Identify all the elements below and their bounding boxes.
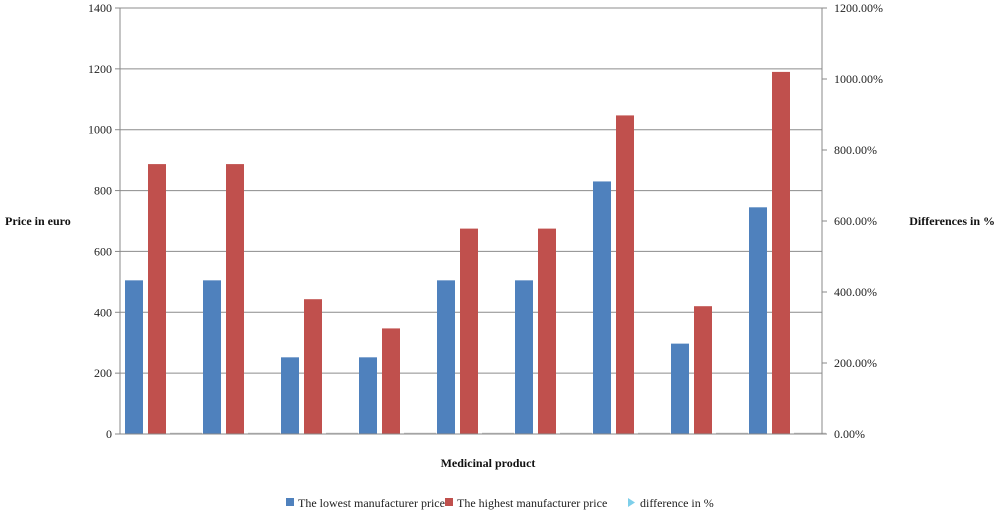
y-axis-title: Price in euro [5, 214, 71, 228]
bar-highest-price [382, 328, 400, 434]
bar-highest-price [616, 115, 634, 435]
bar-highest-price [226, 164, 244, 434]
x-axis-title: Medicinal product [441, 456, 536, 470]
legend: The lowest manufacturer price The highest… [286, 496, 714, 510]
left-tick-label: 1000 [88, 123, 112, 137]
right-tick-label: 1200.00% [834, 1, 883, 15]
legend-label: The lowest manufacturer price [298, 496, 445, 510]
left-tick-labels: 0 200 400 600 800 1000 1200 1400 [88, 1, 120, 441]
left-tick-label: 600 [94, 244, 112, 258]
right-tick-labels: 0.00% 200.00% 400.00% 600.00% 800.00% 1000.00… [822, 1, 883, 441]
right-tick-label: 0.00% [834, 427, 865, 441]
legend-swatch [445, 498, 453, 506]
bar-lowest-price [281, 357, 299, 434]
bar-lowest-price [749, 207, 767, 434]
right-tick-label: 600.00% [834, 214, 877, 228]
legend-label: difference in % [640, 496, 714, 510]
bar-lowest-price [593, 181, 611, 434]
bar-lowest-price [203, 280, 221, 434]
bar-highest-price [694, 306, 712, 434]
legend-swatch [286, 498, 294, 506]
legend-label: The highest manufacturer price [457, 496, 607, 510]
right-tick-label: 400.00% [834, 285, 877, 299]
left-tick-label: 800 [94, 184, 112, 198]
right-tick-label: 200.00% [834, 356, 877, 370]
bar-highest-price [460, 228, 478, 434]
bar-lowest-price [125, 280, 143, 434]
legend-swatch [628, 498, 635, 507]
bar-highest-price [772, 71, 790, 435]
bar-lowest-price [359, 357, 377, 434]
y2-axis-title: Differences in % [909, 214, 995, 228]
right-tick-label: 1000.00% [834, 72, 883, 86]
right-tick-label: 800.00% [834, 143, 877, 157]
bar-highest-price [148, 164, 166, 434]
bar-lowest-price [437, 280, 455, 434]
left-tick-label: 200 [94, 366, 112, 380]
bars [125, 71, 826, 435]
bar-lowest-price [671, 343, 689, 434]
bar-highest-price [304, 299, 322, 434]
left-tick-label: 1200 [88, 62, 112, 76]
left-tick-label: 400 [94, 305, 112, 319]
bar-lowest-price [515, 280, 533, 434]
left-tick-label: 1400 [88, 1, 112, 15]
left-tick-label: 0 [106, 427, 112, 441]
bar-highest-price [538, 228, 556, 434]
